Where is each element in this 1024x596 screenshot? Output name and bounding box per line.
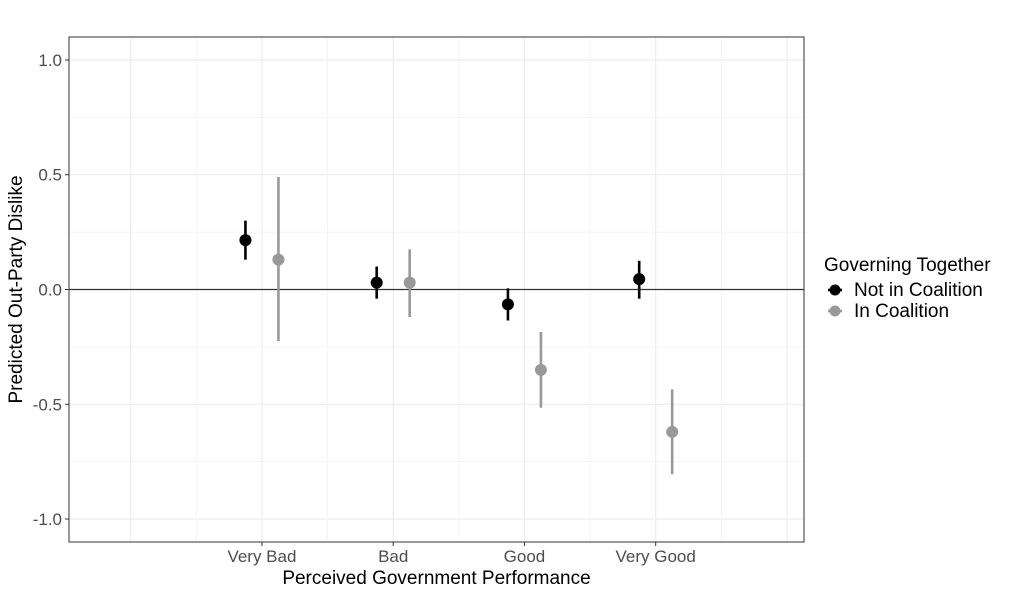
y-tick-label: 0.0	[38, 281, 62, 300]
point-not-in-coalition	[239, 234, 252, 247]
point-in-coalition	[403, 276, 416, 289]
y-axis-title: Predicted Out-Party Dislike	[6, 175, 27, 403]
point-in-coalition	[272, 253, 285, 266]
x-axis-title: Perceived Government Performance	[282, 568, 590, 589]
legend-label-in-coalition: In Coalition	[854, 301, 949, 322]
point-in-coalition	[534, 363, 547, 376]
legend-key-point-not-in-coalition	[829, 284, 841, 296]
x-tick-label: Bad	[378, 547, 408, 566]
y-tick-label: 0.5	[38, 166, 62, 185]
point-not-in-coalition	[370, 276, 383, 289]
x-tick-label: Very Good	[616, 547, 696, 566]
y-tick-label: -1.0	[33, 510, 62, 529]
legend-label-not-in-coalition: Not in Coalition	[854, 280, 983, 301]
y-tick-label: 1.0	[38, 51, 62, 70]
legend-title: Governing Together	[824, 255, 991, 276]
x-tick-label: Very Bad	[227, 547, 296, 566]
point-in-coalition	[666, 425, 679, 438]
data-marks	[239, 177, 679, 475]
x-tick-label: Good	[504, 547, 546, 566]
point-not-in-coalition	[633, 273, 646, 286]
y-tick-label: -0.5	[33, 395, 62, 414]
y-axis-ticks: 1.0 0.5 0.0 -0.5 -1.0	[33, 51, 69, 529]
x-axis-ticks: Very Bad Bad Good Very Good	[227, 542, 696, 566]
legend-key-point-in-coalition	[829, 305, 841, 317]
point-not-in-coalition	[501, 298, 514, 311]
